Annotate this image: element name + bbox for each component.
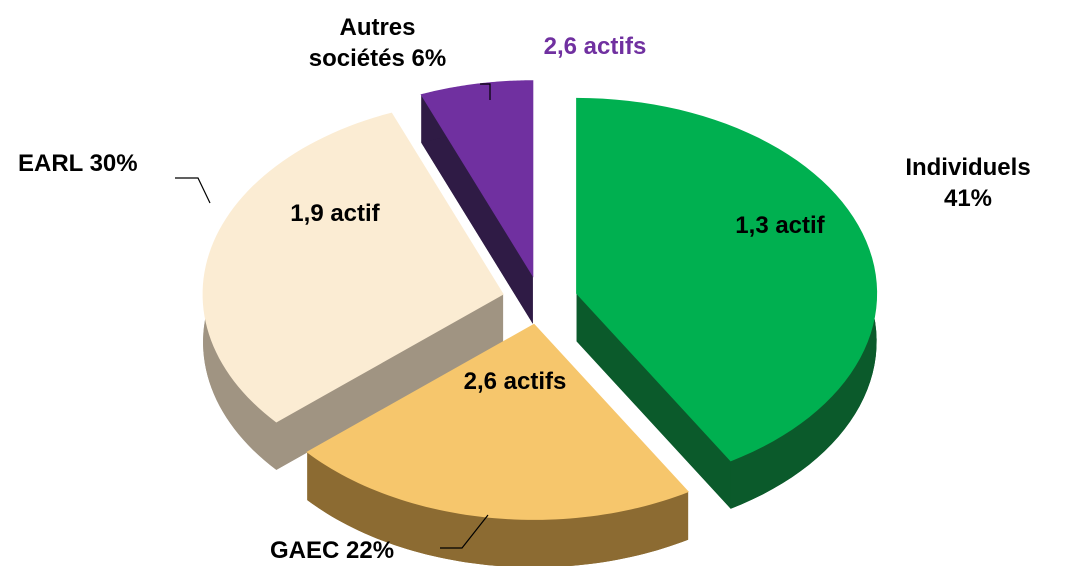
- value-label: 22%: [346, 537, 395, 564]
- value-label: 41%: [943, 185, 993, 212]
- slice-annotation: 2,6 actifs: [463, 368, 567, 395]
- leader-line: [440, 514, 489, 549]
- slice-side: [276, 294, 504, 470]
- category-name: Autres sociétés: [308, 14, 416, 72]
- category-name: Individuels: [905, 154, 1031, 181]
- slice: [420, 80, 534, 278]
- category-label: GAEC 22%: [270, 535, 470, 566]
- slice: [202, 112, 504, 423]
- category-name: GAEC: [270, 537, 340, 564]
- slice: [576, 97, 878, 462]
- category-name: EARL: [18, 150, 83, 177]
- leader-line: [480, 83, 491, 100]
- slice-annotation: 1,9 actif: [290, 200, 380, 227]
- slice-annotation: 1,3 actif: [735, 212, 825, 239]
- slice-annotation: 2,6 actifs: [543, 33, 647, 60]
- slice-side: [576, 293, 731, 509]
- category-label: EARL 30%: [18, 148, 218, 179]
- slice-side: [307, 452, 689, 566]
- slices: [202, 80, 878, 566]
- leader-line: [175, 177, 211, 204]
- value-label: 30%: [89, 150, 138, 177]
- value-label: 6%: [411, 45, 447, 72]
- category-label: Individuels 41%: [893, 152, 1043, 214]
- category-label: Autres sociétés 6%: [295, 12, 460, 74]
- slice-side: [421, 94, 533, 324]
